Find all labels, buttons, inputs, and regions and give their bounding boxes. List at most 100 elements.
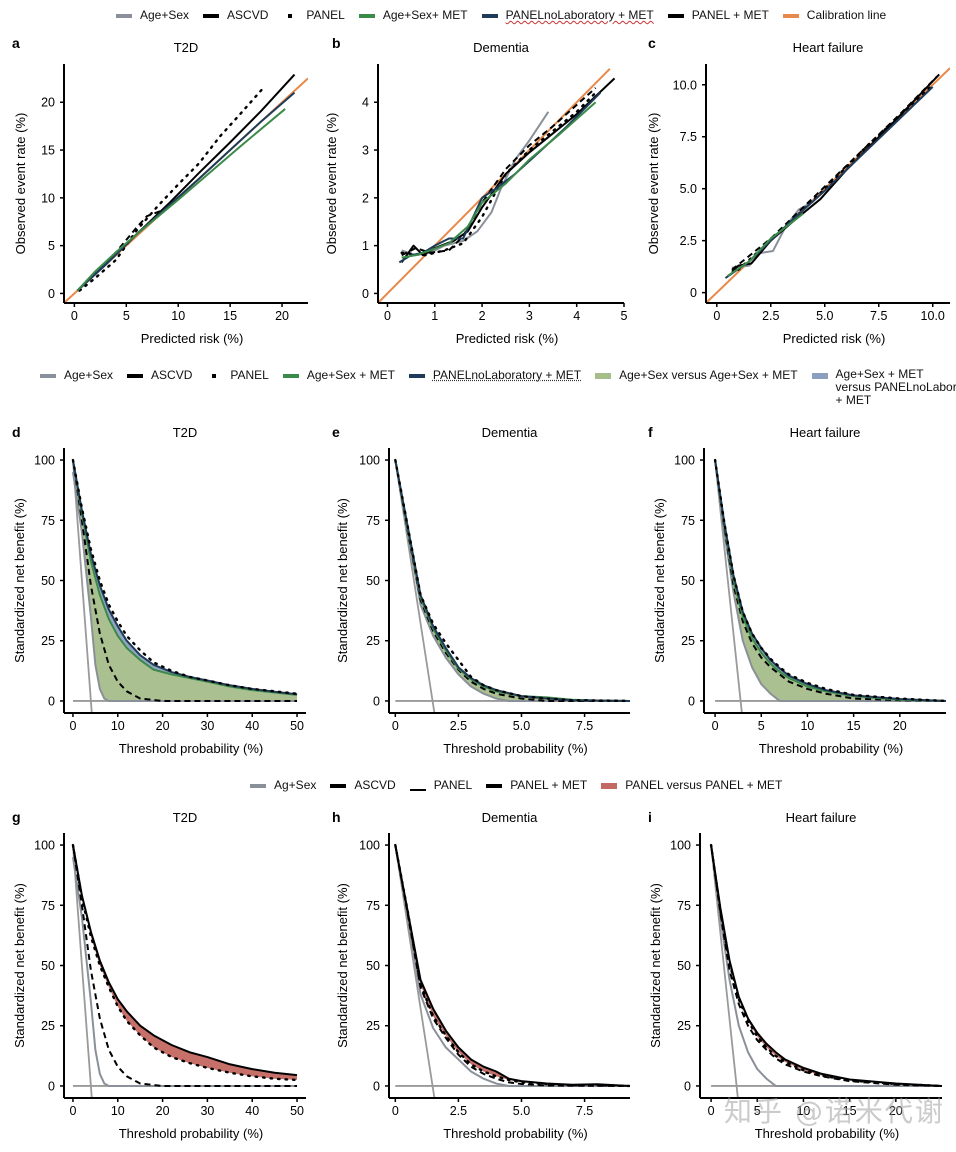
legend-label: PANEL (306, 8, 345, 22)
legend-swatch (782, 14, 799, 18)
x-axis-label: Threshold probability (%) (119, 1126, 264, 1141)
y-tick-label: 2.5 (680, 234, 697, 248)
panel-letter: g (12, 809, 21, 825)
plot-area (71, 458, 299, 714)
y-tick-label: 0 (48, 287, 55, 301)
legend-item-panel: PANEL (206, 368, 269, 382)
x-tick-label: 30 (200, 719, 214, 733)
x-tick-label: 2 (479, 309, 486, 323)
chart-title: Dementia (482, 810, 538, 825)
plot-area (713, 458, 946, 714)
legend-label: Age+Sex + MET (306, 368, 395, 382)
chart-title: Heart failure (786, 810, 857, 825)
y-tick-label: 100 (359, 454, 380, 468)
x-tick-label: 15 (843, 1104, 857, 1118)
fill-area-fill-red (711, 845, 942, 1086)
x-tick-label: 10 (800, 719, 814, 733)
chart-title: Heart failure (790, 425, 861, 440)
x-tick-label: 0 (392, 719, 399, 733)
panel-letter: c (648, 35, 656, 51)
legend-label: PANEL + MET (691, 8, 769, 22)
legend-middle: Age+Sex ASCVD PANEL Age+Sex + MET PANELnoLab… (40, 368, 956, 407)
x-tick-label: 3 (526, 309, 533, 323)
y-tick-label: 1 (362, 239, 369, 253)
series-age-sex-met (71, 459, 298, 696)
x-tick-label: 0 (384, 309, 391, 323)
panel-e: e Dementia 0 2.5 5.0 7.5 0 25 50 75 100 Threshold p… (332, 424, 630, 756)
series-age-sex-met (401, 101, 597, 259)
legend-item-fill-red: PANEL versus PANEL + MET (601, 778, 782, 792)
x-tick-label: 2.5 (450, 1104, 467, 1118)
chart-title: T2D (173, 425, 198, 440)
chart-title: T2D (174, 40, 199, 55)
y-tick-label: 25 (366, 634, 380, 648)
y-tick-label: 100 (34, 454, 55, 468)
fill-area-fill-blue (395, 460, 630, 701)
x-tick-label: 5.0 (513, 1104, 530, 1118)
panel-letter: i (648, 809, 652, 825)
x-axis-label: Threshold probability (%) (119, 741, 264, 756)
y-tick-label: 75 (677, 899, 691, 913)
y-axis-label: Observed event rate (%) (13, 113, 28, 255)
legend-label-line: + MET (835, 393, 872, 407)
x-axis-label: Threshold probability (%) (759, 741, 904, 756)
fill-area-fill-red (72, 845, 298, 1080)
x-tick-label: 0 (392, 1104, 399, 1118)
x-axis-label: Predicted risk (%) (783, 331, 886, 346)
x-axis-label: Predicted risk (%) (141, 331, 244, 346)
legend-item-age-sex: Age+Sex (40, 368, 113, 382)
y-tick-label: 5 (48, 239, 55, 253)
y-axis-label: Standardized net benefit (%) (648, 883, 663, 1048)
x-tick-label: 7.5 (870, 309, 887, 323)
x-tick-label: 20 (156, 1104, 170, 1118)
legend-swatch (212, 374, 217, 378)
series-panel (713, 458, 946, 703)
series-panel (400, 91, 597, 257)
legend-item-ascvd: ASCVD (330, 778, 396, 792)
legend-item-panel: PANEL (409, 778, 472, 792)
x-tick-label: 2.5 (450, 719, 467, 733)
legend-label: Age+Sex (64, 368, 114, 382)
plot-area (71, 843, 299, 1099)
series-age-sex (71, 856, 298, 1087)
x-tick-label: 4 (573, 309, 580, 323)
x-tick-label: 10.0 (921, 309, 945, 323)
y-tick-label: 25 (41, 1019, 55, 1033)
y-axis-label: Observed event rate (%) (324, 113, 339, 255)
y-tick-label: 50 (681, 574, 695, 588)
legend-swatch (282, 374, 299, 378)
legend-label: ASCVD (227, 8, 269, 22)
legend-swatch (595, 373, 612, 379)
series-ascvd (394, 459, 630, 702)
panel-f: f Heart failure 0 5 10 15 20 0 25 50 75 100 Threshol… (648, 424, 946, 756)
y-tick-label: 0 (688, 694, 695, 708)
y-tick-label: 0 (48, 694, 55, 708)
legend-item-age-sex-met: Age+Sex+ MET (358, 8, 468, 22)
legend-label: Age+Sex+ MET (382, 8, 468, 22)
chart-title: Dementia (473, 40, 529, 55)
chart-title: Heart failure (793, 40, 864, 55)
y-tick-label: 7.5 (680, 130, 697, 144)
panel-g: g T2D 0 10 20 30 40 50 0 25 50 75 100 Threshold proba… (12, 809, 306, 1141)
plot-area (378, 68, 616, 304)
y-tick-label: 75 (681, 514, 695, 528)
y-tick-label: 0 (373, 694, 380, 708)
legend-label: ASCVD (354, 778, 396, 792)
legend-label: Calibration line (806, 8, 887, 22)
x-tick-label: 5 (123, 309, 130, 323)
series-panel-met (731, 73, 940, 273)
y-tick-label: 4 (362, 96, 369, 110)
x-tick-label: 7.5 (576, 1104, 593, 1118)
series-age-sex (714, 459, 946, 702)
series-panel (394, 458, 630, 703)
chart-title: Dementia (482, 425, 538, 440)
x-axis-label: Threshold probability (%) (443, 1126, 588, 1141)
fill-area-fill-green (395, 460, 630, 701)
panel-h: h Dementia 0 2.5 5.0 7.5 0 25 50 75 100 Threshold p… (332, 809, 630, 1141)
x-tick-label: 5.0 (513, 719, 530, 733)
legend-item-calibration: Calibration line (782, 8, 887, 22)
x-tick-label: 5 (754, 1104, 761, 1118)
